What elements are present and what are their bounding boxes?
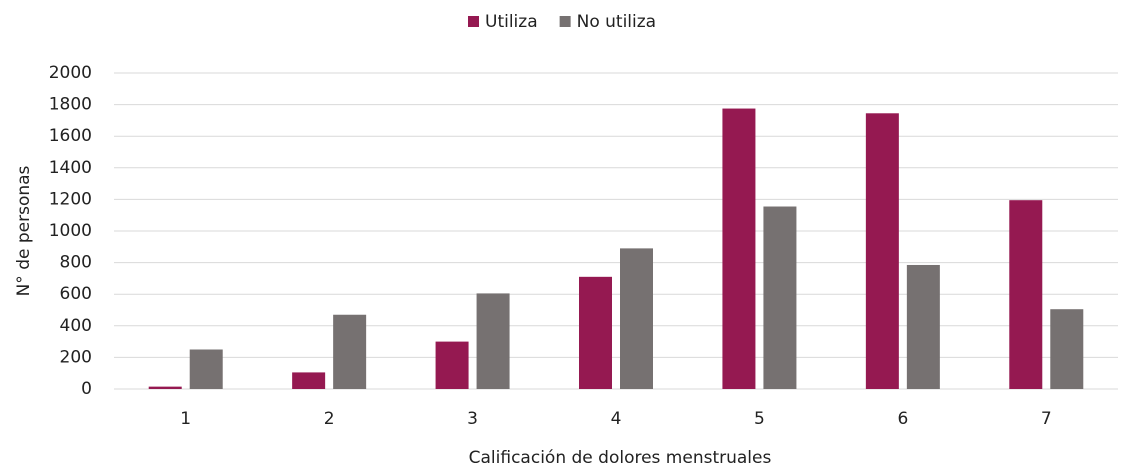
y-tick-label: 800 [60,253,92,273]
x-tick-label: 3 [467,409,478,429]
bar [1050,309,1084,389]
y-tick-label: 1400 [49,158,92,178]
bar [579,276,612,389]
bar [189,349,223,389]
legend-label: Utiliza [485,12,538,32]
bar [722,108,756,390]
x-tick-label: 5 [754,409,765,429]
y-tick-label: 1000 [49,221,92,241]
bar [148,386,182,389]
bar [865,113,899,389]
x-tick-label: 1 [180,409,191,429]
bar [333,314,367,389]
bar [476,293,510,389]
y-tick-label: 600 [60,284,92,304]
bar [292,372,326,389]
bar [906,264,940,389]
y-tick-label: 1200 [49,189,92,209]
y-tick-label: 400 [60,316,92,336]
y-axis-label: N° de personas [14,165,34,296]
x-tick-label: 7 [1041,409,1052,429]
legend-label: No utiliza [577,12,656,32]
bar [620,248,653,389]
x-axis-label: Calificación de dolores menstruales [469,448,772,466]
bar [763,206,797,389]
legend-swatch [559,16,571,27]
y-tick-label: 2000 [49,63,92,83]
y-tick-label: 1800 [49,95,92,115]
bar [1009,200,1043,389]
y-tick-label: 0 [81,379,92,399]
x-tick-label: 2 [324,409,335,429]
y-tick-label: 200 [60,347,92,367]
x-tick-label: 6 [897,409,908,429]
y-tick-label: 1600 [49,126,92,146]
legend-swatch [468,16,479,27]
bar [435,341,469,389]
x-tick-label: 4 [611,409,622,429]
